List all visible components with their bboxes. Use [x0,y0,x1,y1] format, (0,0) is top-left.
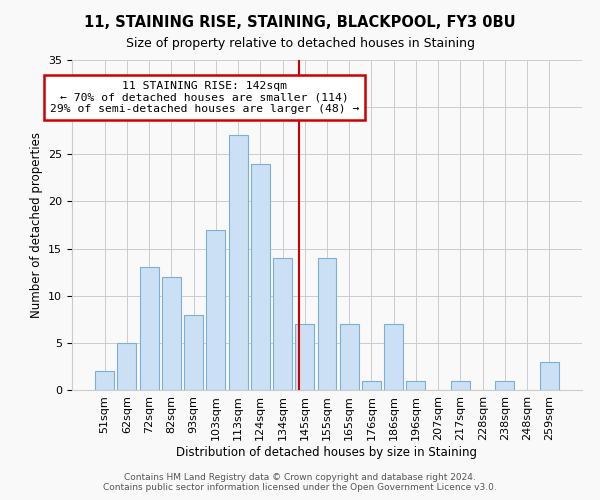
Bar [184,314,203,390]
Bar [206,230,225,390]
Bar [295,324,314,390]
Bar [451,380,470,390]
Text: 11 STAINING RISE: 142sqm
← 70% of detached houses are smaller (114)
29% of semi-: 11 STAINING RISE: 142sqm ← 70% of detach… [50,80,359,114]
Bar [229,136,248,390]
Y-axis label: Number of detached properties: Number of detached properties [29,132,43,318]
Text: Contains HM Land Registry data © Crown copyright and database right 2024.
Contai: Contains HM Land Registry data © Crown c… [103,473,497,492]
Bar [162,277,181,390]
X-axis label: Distribution of detached houses by size in Staining: Distribution of detached houses by size … [176,446,478,458]
Bar [406,380,425,390]
Text: Size of property relative to detached houses in Staining: Size of property relative to detached ho… [125,38,475,51]
Bar [95,371,114,390]
Bar [540,362,559,390]
Bar [273,258,292,390]
Bar [496,380,514,390]
Bar [140,268,158,390]
Bar [118,343,136,390]
Text: 11, STAINING RISE, STAINING, BLACKPOOL, FY3 0BU: 11, STAINING RISE, STAINING, BLACKPOOL, … [84,15,516,30]
Bar [384,324,403,390]
Bar [251,164,270,390]
Bar [362,380,381,390]
Bar [317,258,337,390]
Bar [340,324,359,390]
